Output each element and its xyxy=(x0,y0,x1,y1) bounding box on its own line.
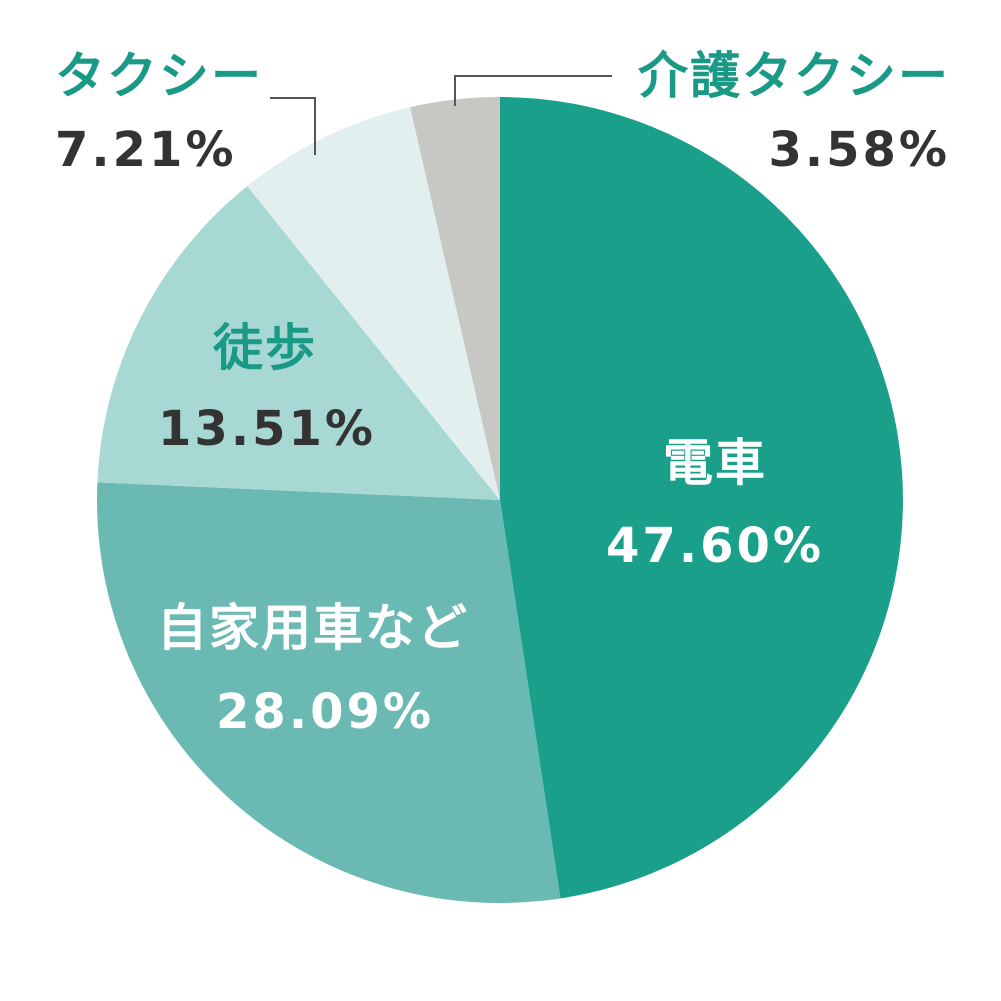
leader-lines xyxy=(270,75,612,155)
slice-care-taxi xyxy=(410,97,500,500)
slice-densha xyxy=(500,97,903,899)
slice-value-walk: 13.51% xyxy=(158,401,376,457)
slice-label-taxi: タクシー xyxy=(55,47,263,105)
slice-value-car: 28.09% xyxy=(216,684,434,740)
leader-line-taxi xyxy=(270,97,316,155)
slice-value-taxi: 7.21% xyxy=(55,122,237,178)
slice-value-care-taxi: 3.58% xyxy=(768,122,950,178)
slice-label-walk: 徒歩 xyxy=(212,319,317,377)
slice-label-car: 自家用車など xyxy=(157,599,469,657)
slice-value-densha: 47.60% xyxy=(606,518,824,574)
slice-taxi xyxy=(247,107,500,501)
leader-line-care-taxi xyxy=(454,75,612,106)
slice-car xyxy=(97,482,561,903)
slice-label-care-taxi: 介護タクシー xyxy=(638,47,950,105)
slice-labels: 電車 47.60% 自家用車など 28.09% 徒歩 13.51% タクシー 7… xyxy=(55,47,950,740)
slice-walk xyxy=(97,186,500,500)
pie-slices xyxy=(97,97,903,903)
slice-label-densha: 電車 xyxy=(663,434,767,492)
